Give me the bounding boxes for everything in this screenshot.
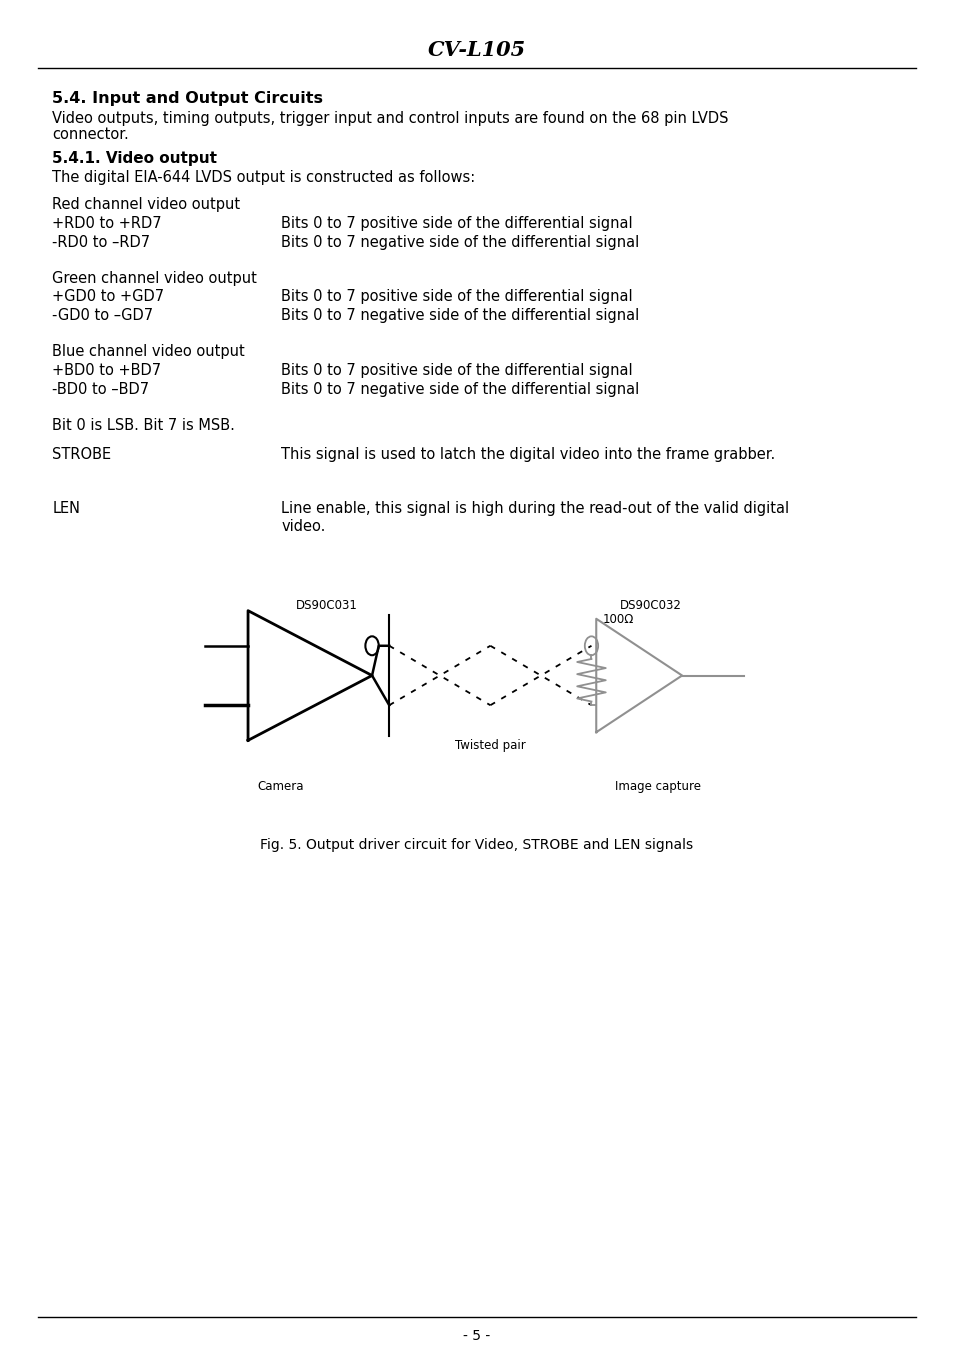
Text: STROBE: STROBE <box>52 447 112 462</box>
Text: Bit 0 is LSB. Bit 7 is MSB.: Bit 0 is LSB. Bit 7 is MSB. <box>52 417 235 432</box>
Text: -RD0 to –RD7: -RD0 to –RD7 <box>52 235 151 250</box>
Text: DS90C032: DS90C032 <box>619 598 681 612</box>
Text: Bits 0 to 7 positive side of the differential signal: Bits 0 to 7 positive side of the differe… <box>281 216 633 231</box>
Text: DS90C031: DS90C031 <box>295 598 357 612</box>
Text: Image capture: Image capture <box>615 780 700 793</box>
Text: Bits 0 to 7 negative side of the differential signal: Bits 0 to 7 negative side of the differe… <box>281 308 639 323</box>
Text: Camera: Camera <box>257 780 304 793</box>
Text: Blue channel video output: Blue channel video output <box>52 345 245 359</box>
Text: - 5 -: - 5 - <box>463 1329 490 1343</box>
Text: CV-L105: CV-L105 <box>428 41 525 59</box>
Text: -BD0 to –BD7: -BD0 to –BD7 <box>52 381 150 397</box>
Text: 5.4. Input and Output Circuits: 5.4. Input and Output Circuits <box>52 91 323 105</box>
Text: This signal is used to latch the digital video into the frame grabber.: This signal is used to latch the digital… <box>281 447 775 462</box>
Text: Bits 0 to 7 negative side of the differential signal: Bits 0 to 7 negative side of the differe… <box>281 381 639 397</box>
Text: Twisted pair: Twisted pair <box>455 739 525 753</box>
Text: +BD0 to +BD7: +BD0 to +BD7 <box>52 363 161 378</box>
Text: LEN: LEN <box>52 501 80 516</box>
Text: +GD0 to +GD7: +GD0 to +GD7 <box>52 289 165 304</box>
Text: connector.: connector. <box>52 127 129 142</box>
Text: Fig. 5. Output driver circuit for Video, STROBE and LEN signals: Fig. 5. Output driver circuit for Video,… <box>260 838 693 851</box>
Text: Red channel video output: Red channel video output <box>52 197 240 212</box>
Text: Line enable, this signal is high during the read-out of the valid digital
video.: Line enable, this signal is high during … <box>281 501 789 534</box>
Text: -GD0 to –GD7: -GD0 to –GD7 <box>52 308 153 323</box>
Text: Bits 0 to 7 positive side of the differential signal: Bits 0 to 7 positive side of the differe… <box>281 289 633 304</box>
Text: Bits 0 to 7 positive side of the differential signal: Bits 0 to 7 positive side of the differe… <box>281 363 633 378</box>
Text: The digital EIA-644 LVDS output is constructed as follows:: The digital EIA-644 LVDS output is const… <box>52 170 476 185</box>
Text: 5.4.1. Video output: 5.4.1. Video output <box>52 151 217 166</box>
Text: 100Ω: 100Ω <box>602 612 634 626</box>
Text: Green channel video output: Green channel video output <box>52 270 257 286</box>
Text: Video outputs, timing outputs, trigger input and control inputs are found on the: Video outputs, timing outputs, trigger i… <box>52 111 728 126</box>
Text: +RD0 to +RD7: +RD0 to +RD7 <box>52 216 162 231</box>
Text: Bits 0 to 7 negative side of the differential signal: Bits 0 to 7 negative side of the differe… <box>281 235 639 250</box>
